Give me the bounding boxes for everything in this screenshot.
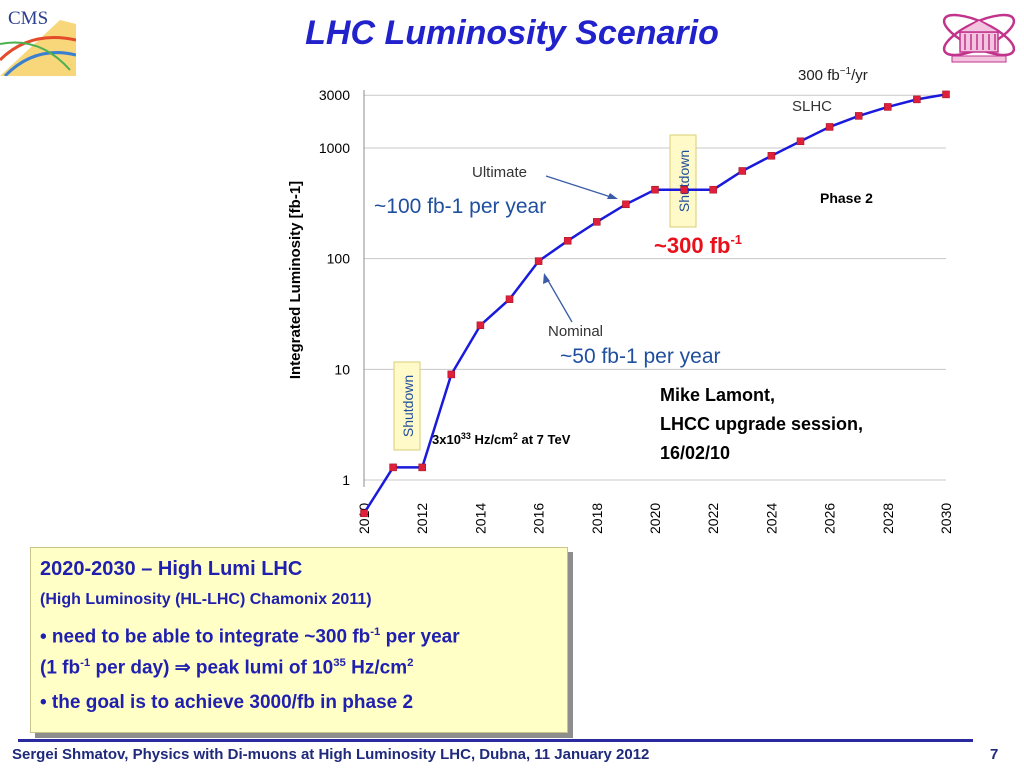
data-point xyxy=(389,463,397,472)
y-axis-title: Integrated Luminosity [fb-1] xyxy=(287,181,304,379)
x-tick-label: 2018 xyxy=(589,503,605,534)
rate-per-year-label: 300 fb−1/yr xyxy=(798,66,868,84)
data-point xyxy=(418,463,426,472)
credit-text: Mike Lamont, LHCC upgrade session, 16/02… xyxy=(660,385,863,463)
data-point xyxy=(360,509,368,518)
data-point xyxy=(884,103,892,111)
nominal-rate: ~50 fb-1 per year xyxy=(560,345,721,368)
x-tick-label: 2028 xyxy=(880,503,896,534)
svg-text:Shutdown: Shutdown xyxy=(400,375,416,437)
y-tick-label: 1 xyxy=(342,472,350,488)
nominal-arrow xyxy=(545,276,573,323)
footer-divider xyxy=(18,739,973,742)
x-tick-label: 2012 xyxy=(414,503,430,534)
data-point xyxy=(593,218,601,226)
data-point xyxy=(854,112,863,120)
jinr-logo xyxy=(942,13,1016,63)
svg-text:Mike Lamont,: Mike Lamont, xyxy=(660,385,775,405)
callout-bullet-integrate: • need to be able to integrate ~300 fb-1… xyxy=(40,626,460,679)
luminosity-chart: Integrated Luminosity [fb-1] 1 10 100 1000 3… xyxy=(287,66,954,534)
page-number: 7 xyxy=(990,746,999,763)
data-point xyxy=(563,237,572,245)
ultimate-arrow xyxy=(545,175,615,199)
svg-text:CMS: CMS xyxy=(8,8,48,29)
svg-text:LHCC upgrade session,: LHCC upgrade session, xyxy=(660,414,863,434)
x-tick-label: 2016 xyxy=(531,503,547,534)
data-point xyxy=(476,321,485,330)
y-tick-label: 3000 xyxy=(319,87,350,103)
callout-bullet-goal: • the goal is to achieve 3000/fb in phas… xyxy=(40,691,414,713)
x-tick-label: 2014 xyxy=(472,503,488,534)
y-tick-label: 1000 xyxy=(319,140,350,156)
shutdown-box-early: Shutdown xyxy=(393,361,421,451)
x-tick-label: 2030 xyxy=(938,503,954,534)
series-line xyxy=(362,93,947,514)
x-tick-label: 2024 xyxy=(763,503,779,534)
data-point xyxy=(709,185,717,194)
data-point xyxy=(680,185,688,194)
svg-text:16/02/10: 16/02/10 xyxy=(660,443,730,463)
data-point xyxy=(913,95,921,104)
page-title: LHC Luminosity Scenario xyxy=(305,14,719,52)
condition-label: 3x1033 Hz/cm2 at 7 TeV xyxy=(432,431,571,447)
cms-logo: CMS xyxy=(0,0,76,76)
y-tick-label: 100 xyxy=(327,251,351,267)
series-luminosity xyxy=(360,90,950,518)
x-tick-labels: 2010 2012 2014 2016 2018 2020 2022 2024 2026 2028… xyxy=(356,503,954,534)
target-300fb-label: ~300 fb-1 xyxy=(654,232,742,258)
footer-text: Sergei Shmatov, Physics with Di-muons at… xyxy=(12,746,650,763)
data-point xyxy=(651,185,659,194)
data-point xyxy=(505,295,514,303)
data-point xyxy=(942,90,950,99)
y-tick-labels: 1 10 100 1000 3000 xyxy=(319,87,350,488)
x-tick-label: 2010 xyxy=(356,503,372,534)
x-tick-label: 2022 xyxy=(705,503,721,534)
phase2-label: Phase 2 xyxy=(820,190,873,206)
x-tick-label: 2020 xyxy=(647,503,663,534)
y-tick-label: 10 xyxy=(334,361,350,377)
data-point xyxy=(534,257,543,265)
data-point xyxy=(738,167,747,175)
x-tick-label: 2026 xyxy=(822,503,838,534)
shutdown-box-late: Shutdown xyxy=(669,134,697,228)
callout-subheading: (High Luminosity (HL-LHC) Chamonix 2011) xyxy=(40,591,372,608)
data-point xyxy=(767,152,776,160)
gridlines xyxy=(364,94,946,481)
data-point xyxy=(447,370,456,379)
ultimate-label: Ultimate xyxy=(472,164,527,181)
nominal-label: Nominal xyxy=(548,323,603,340)
hl-lhc-callout: 2020-2030 – High Lumi LHC (High Luminosi… xyxy=(30,547,568,733)
ultimate-rate: ~100 fb-1 per year xyxy=(374,195,546,218)
svg-text:Shutdown: Shutdown xyxy=(676,150,692,212)
data-point xyxy=(796,137,805,146)
callout-heading: 2020-2030 – High Lumi LHC xyxy=(40,558,303,580)
slhc-label: SLHC xyxy=(792,98,832,115)
data-point xyxy=(825,123,834,131)
data-point xyxy=(622,200,630,209)
